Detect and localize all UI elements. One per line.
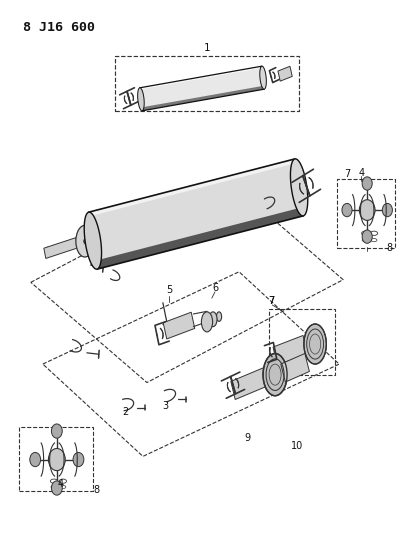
Text: 7: 7 bbox=[267, 296, 273, 306]
Polygon shape bbox=[96, 207, 303, 269]
Text: 6: 6 bbox=[211, 282, 217, 293]
Circle shape bbox=[51, 481, 62, 495]
Bar bbox=[19, 427, 93, 491]
Circle shape bbox=[48, 448, 65, 471]
Text: 8: 8 bbox=[94, 484, 100, 495]
Polygon shape bbox=[230, 367, 269, 400]
Polygon shape bbox=[141, 86, 264, 111]
Circle shape bbox=[382, 204, 392, 217]
Text: 3: 3 bbox=[162, 401, 168, 411]
Polygon shape bbox=[163, 312, 194, 339]
Bar bbox=[336, 180, 394, 248]
Text: 7: 7 bbox=[343, 169, 350, 179]
Ellipse shape bbox=[209, 312, 217, 327]
Circle shape bbox=[341, 204, 351, 217]
Ellipse shape bbox=[262, 353, 286, 395]
Text: 2: 2 bbox=[122, 407, 128, 417]
Polygon shape bbox=[44, 238, 78, 259]
Polygon shape bbox=[139, 66, 261, 90]
Polygon shape bbox=[290, 159, 307, 216]
Polygon shape bbox=[88, 159, 303, 269]
Polygon shape bbox=[139, 66, 264, 111]
Text: 8 J16 600: 8 J16 600 bbox=[23, 21, 94, 34]
Ellipse shape bbox=[76, 225, 94, 257]
Polygon shape bbox=[280, 353, 309, 382]
Circle shape bbox=[361, 177, 371, 190]
Polygon shape bbox=[277, 66, 292, 81]
Bar bbox=[115, 55, 298, 111]
Text: 9: 9 bbox=[243, 433, 249, 443]
Circle shape bbox=[73, 453, 84, 467]
Polygon shape bbox=[259, 66, 266, 89]
Circle shape bbox=[83, 238, 88, 244]
Circle shape bbox=[51, 424, 62, 438]
Text: 4: 4 bbox=[58, 479, 64, 489]
Polygon shape bbox=[88, 159, 295, 216]
Ellipse shape bbox=[201, 312, 212, 332]
Text: 5: 5 bbox=[165, 285, 172, 295]
Text: 7: 7 bbox=[267, 296, 273, 306]
Polygon shape bbox=[137, 88, 144, 111]
Circle shape bbox=[30, 453, 40, 467]
Ellipse shape bbox=[216, 312, 221, 321]
Polygon shape bbox=[84, 212, 101, 269]
Text: 4: 4 bbox=[357, 167, 363, 177]
Text: 10: 10 bbox=[290, 441, 303, 451]
Circle shape bbox=[361, 230, 371, 243]
Polygon shape bbox=[273, 335, 307, 365]
Text: 8: 8 bbox=[385, 243, 391, 253]
Bar bbox=[269, 309, 334, 375]
Ellipse shape bbox=[303, 324, 326, 364]
Circle shape bbox=[358, 200, 374, 221]
Text: 1: 1 bbox=[203, 43, 210, 53]
